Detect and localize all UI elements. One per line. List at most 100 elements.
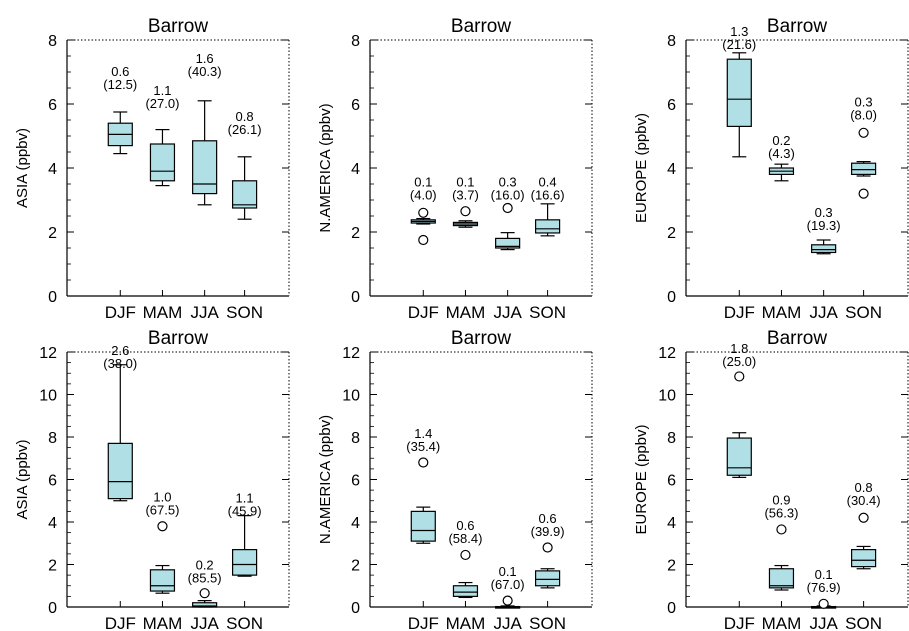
y-tick-label: 0 [667,289,676,306]
annotation-value: 0.3 [815,205,833,220]
annotation-value: 0.6 [111,64,129,79]
box-son [850,162,877,175]
x-tick-label: JJA [190,614,219,631]
y-tick-label: 0 [351,289,360,306]
x-tick-label: MAM [446,303,486,322]
annotation-percent: (16.6) [531,187,565,202]
annotation-percent: (21.6) [722,37,756,52]
annotation-percent: (4.3) [768,146,795,161]
y-tick-label: 4 [351,515,360,532]
box-mam [768,568,795,589]
x-tick-label: MAM [762,303,802,322]
outlier-point [858,512,869,523]
x-tick-label: DJF [724,614,755,631]
outlier-point [818,598,829,609]
outlier-point [418,234,429,246]
x-tick-label: DJF [408,614,439,631]
y-tick-label: 6 [48,473,57,490]
x-tick-label: SON [529,614,566,631]
annotation-percent: (3.7) [452,187,479,202]
annotation-percent: (39.9) [531,524,565,539]
box-djf [410,510,436,542]
box-son [232,180,258,209]
annotation-value: 1.1 [236,491,254,506]
y-axis-label: ASIA (ppbv) [14,128,31,208]
outlier-point [460,549,471,561]
y-tick-label: 8 [351,430,360,447]
annotation-value: 0.8 [236,109,254,124]
y-tick-label: 2 [351,225,360,242]
y-tick-label: 10 [342,388,360,405]
box-mam [149,569,176,592]
x-tick-label: SON [529,303,566,322]
box-jja [811,244,837,254]
annotation-percent: (67.0) [491,577,525,592]
box-mam [149,143,176,182]
annotation-percent: (38.0) [103,356,137,371]
annotation-percent: (85.5) [188,571,222,586]
annotation-value: 0.1 [414,174,432,189]
annotation-percent: (19.3) [807,218,841,233]
annotation-value: 0.1 [815,567,833,582]
panel-1: Barrow ASIA (ppbv) 0 2 4 6 8 DJF 0.6(12.5) MAM 1.1… [14,16,290,322]
box-son [232,549,258,576]
annotation-percent: (26.1) [228,122,262,137]
y-tick-label: 2 [351,558,360,575]
y-axis-label: EUROPE (ppbv) [633,424,650,534]
annotation-value: 0.1 [499,564,517,579]
y-tick-label: 12 [39,345,57,362]
y-tick-label: 8 [667,430,676,447]
x-tick-label: MAM [143,614,183,631]
annotation-value: 0.2 [196,558,214,573]
annotation-percent: (4.0) [410,187,437,202]
box-jja [192,602,218,608]
outlier-point [542,542,553,553]
x-tick-label: JJA [809,303,838,322]
y-tick-label: 8 [48,430,57,447]
y-tick-label: 0 [48,289,57,306]
y-tick-label: 0 [351,600,360,617]
box-djf [107,442,133,500]
annotation-value: 1.1 [153,83,171,98]
panel-title: Barrow [767,16,827,37]
outlier-point [858,188,869,199]
panel-3: Barrow EUROPE (ppbv) 0 2 4 6 8 DJF 1.3(21.6) MAM 0… [633,16,909,322]
annotation-value: 1.3 [730,24,748,39]
y-tick-label: 2 [48,558,57,575]
y-axis-label: N.AMERICA (ppbv) [317,103,334,232]
annotation-percent: (58.4) [448,531,482,546]
annotation-percent: (8.0) [850,107,877,122]
annotation-percent: (67.5) [145,503,179,518]
annotation-value: 0.9 [772,493,790,508]
annotation-percent: (35.4) [406,439,440,454]
x-tick-label: DJF [105,303,136,322]
box-son [534,219,561,234]
x-tick-label: JJA [493,303,522,322]
annotation-percent: (16.0) [491,187,525,202]
y-tick-label: 8 [48,33,57,50]
annotation-percent: (27.0) [145,96,179,111]
x-tick-label: MAM [762,614,802,631]
y-tick-label: 4 [667,515,676,532]
y-tick-label: 10 [658,388,676,405]
box-djf [726,437,752,476]
box-son [850,549,877,568]
outlier-point [776,524,787,535]
y-tick-label: 4 [48,515,57,532]
x-tick-label: SON [845,303,882,322]
annotation-value: 0.1 [456,174,474,189]
y-tick-label: 4 [667,161,676,178]
annotation-percent: (12.5) [103,77,137,92]
y-tick-label: 2 [667,558,676,575]
annotation-percent: (40.3) [188,64,222,79]
annotation-percent: (56.3) [764,506,798,521]
annotation-value: 0.3 [499,174,517,189]
y-tick-label: 12 [342,345,360,362]
y-tick-label: 0 [48,600,57,617]
x-tick-label: SON [226,303,263,322]
y-tick-label: 10 [39,388,57,405]
x-tick-label: SON [845,614,882,631]
annotation-percent: (76.9) [807,580,841,595]
